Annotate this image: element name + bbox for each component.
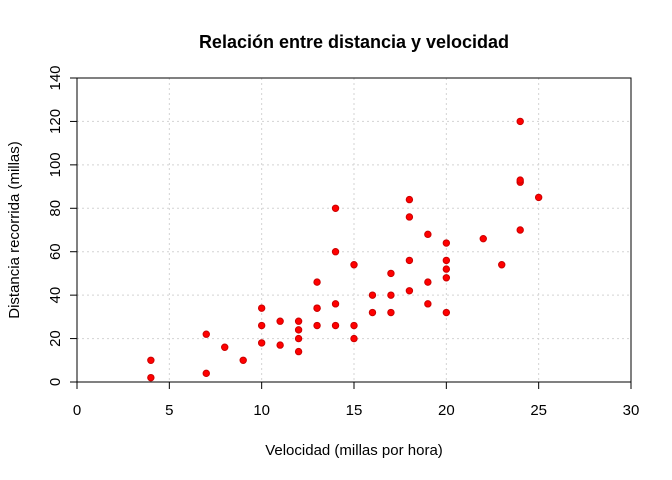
data-point (313, 321, 321, 330)
data-point (294, 347, 303, 356)
data-point (331, 248, 340, 256)
y-tick-label: 60 (47, 243, 64, 260)
y-tick-label: 80 (47, 200, 64, 217)
x-tick-label: 30 (623, 402, 640, 419)
data-point (257, 304, 266, 312)
data-point (424, 230, 432, 239)
x-tick-label: 20 (438, 402, 455, 419)
data-point (534, 193, 543, 202)
data-point (405, 213, 414, 221)
data-point (294, 334, 303, 343)
x-axis-label: Velocidad (millas por hora) (265, 442, 443, 459)
data-point (405, 256, 414, 265)
data-point (202, 369, 210, 378)
data-point (442, 239, 451, 247)
data-point (239, 356, 247, 364)
y-axis: 0 20 40 60 80 100 120 140 (47, 65, 77, 386)
data-point (424, 278, 432, 286)
data-point (331, 204, 340, 212)
x-tick-label: 25 (530, 402, 547, 419)
data-point (147, 373, 155, 382)
data-point (442, 265, 451, 273)
x-tick-label: 10 (253, 402, 270, 419)
y-tick-label: 140 (47, 65, 64, 90)
y-tick-label: 40 (47, 287, 64, 304)
data-point (516, 176, 524, 184)
data-point (387, 291, 395, 299)
data-point (331, 300, 340, 308)
data-point (276, 317, 284, 325)
data-point (313, 304, 321, 312)
chart-title: Relación entre distancia y velocidad (199, 32, 509, 52)
x-tick-label: 0 (73, 402, 81, 419)
data-point (350, 261, 358, 269)
data-point (516, 117, 524, 126)
data-point (257, 339, 266, 347)
y-tick-label: 100 (47, 152, 64, 177)
data-point (294, 317, 303, 325)
data-point (405, 195, 414, 204)
grid (77, 78, 631, 382)
data-point (313, 278, 321, 286)
y-tick-label: 120 (47, 109, 64, 134)
data-point (331, 321, 340, 330)
data-point (276, 341, 284, 349)
data-point (294, 326, 303, 334)
data-point (221, 343, 229, 351)
data-point (257, 321, 266, 330)
data-point (479, 234, 487, 243)
data-point (516, 226, 524, 234)
data-point (442, 256, 451, 265)
data-point (442, 274, 451, 282)
data-point (442, 308, 451, 317)
data-point (368, 308, 377, 317)
data-point (387, 308, 395, 317)
data-point (387, 269, 395, 278)
x-axis: 0 5 10 15 20 25 30 (73, 382, 640, 419)
y-axis-label: Distancia recorrida (millas) (6, 141, 23, 319)
data-points (147, 117, 543, 382)
data-point (147, 356, 155, 364)
y-tick-label: 0 (47, 378, 64, 386)
data-point (424, 300, 432, 308)
data-point (202, 330, 210, 338)
data-point (368, 291, 377, 299)
data-point (350, 321, 358, 330)
data-point (405, 287, 414, 295)
x-tick-label: 5 (165, 402, 173, 419)
y-tick-label: 20 (47, 330, 64, 347)
x-tick-label: 15 (346, 402, 363, 419)
data-point (498, 261, 506, 269)
data-point (350, 334, 358, 343)
